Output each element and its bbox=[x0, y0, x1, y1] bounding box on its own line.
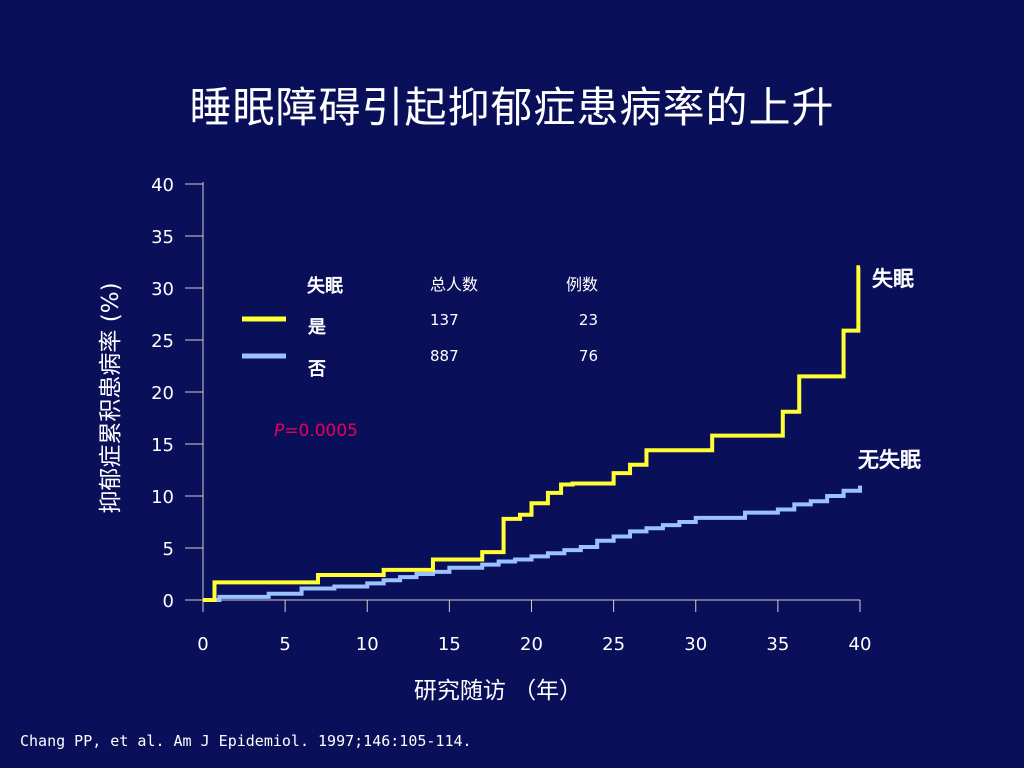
slide-title: 睡眠障碍引起抑郁症患病率的上升 bbox=[189, 83, 835, 132]
legend-col-total: 总人数 bbox=[430, 275, 478, 294]
p-value-number: =0.0005 bbox=[284, 421, 358, 441]
x-tick-label: 35 bbox=[766, 634, 789, 655]
x-tick-label: 25 bbox=[602, 634, 625, 655]
y-tick-label: 40 bbox=[151, 175, 174, 196]
legend-row-label: 是 bbox=[307, 317, 326, 338]
y-tick-label: 15 bbox=[151, 435, 174, 456]
legend-header: 失眠 bbox=[307, 275, 343, 297]
y-tick-label: 10 bbox=[151, 487, 174, 508]
legend-row-total: 887 bbox=[430, 347, 459, 365]
x-tick-label: 30 bbox=[684, 634, 707, 655]
y-tick-label: 20 bbox=[151, 383, 174, 404]
x-tick-label: 0 bbox=[197, 634, 208, 655]
y-tick-label: 30 bbox=[151, 279, 174, 300]
y-axis-label: 抑郁症累积患病率 (%) bbox=[98, 282, 124, 513]
y-tick-label: 5 bbox=[163, 539, 174, 560]
legend-row-total: 137 bbox=[430, 311, 459, 329]
x-tick-label: 5 bbox=[279, 634, 290, 655]
p-value-symbol: P bbox=[274, 421, 285, 441]
legend-row-cases: 76 bbox=[579, 347, 598, 365]
x-tick-label: 40 bbox=[849, 634, 872, 655]
series-line bbox=[203, 485, 862, 602]
series-layer: 无失眠 失眠 bbox=[203, 265, 921, 602]
legend: 失眠 总人数 例数是 137 23 否 887 76 P=0.0005 bbox=[242, 275, 598, 441]
p-value-annotation: P=0.0005 bbox=[274, 421, 358, 441]
series-line bbox=[203, 265, 861, 602]
citation: Chang PP, et al. Am J Epidemiol. 1997;14… bbox=[20, 732, 472, 750]
legend-row-label: 否 bbox=[307, 359, 326, 380]
x-tick-label: 15 bbox=[438, 634, 461, 655]
series-end-label: 失眠 bbox=[872, 267, 914, 291]
x-tick-label: 10 bbox=[356, 634, 379, 655]
x-tick-label: 20 bbox=[520, 634, 543, 655]
axes: 0 5 10 15 20 25 30 35 40 0 5 10 15 20 25 30 35 40 bbox=[151, 175, 871, 655]
x-axis-label: 研究随访 （年） bbox=[414, 678, 582, 704]
legend-row-cases: 23 bbox=[579, 311, 598, 329]
legend-col-cases: 例数 bbox=[566, 275, 598, 294]
series-end-label: 无失眠 bbox=[858, 448, 921, 472]
y-tick-label: 0 bbox=[163, 591, 174, 612]
y-tick-label: 35 bbox=[151, 227, 174, 248]
y-tick-label: 25 bbox=[151, 331, 174, 352]
